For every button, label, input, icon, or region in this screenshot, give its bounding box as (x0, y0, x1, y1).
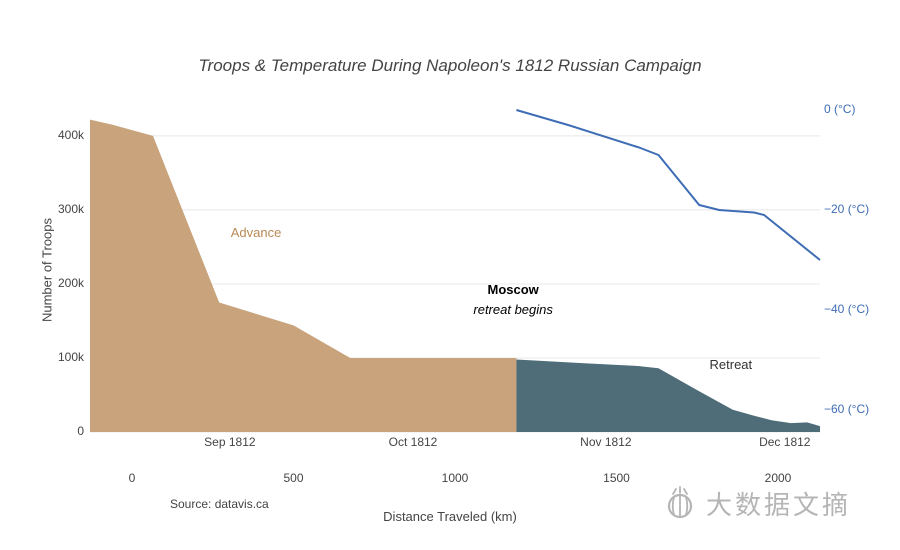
date-tick-label: Sep 1812 (204, 435, 256, 449)
troops-tick-label: 200k (57, 275, 84, 290)
temp-tick-label: −20 (°C) (824, 202, 870, 216)
distance-tick-label: 500 (283, 471, 304, 485)
temp-tick-label: 0 (°C) (824, 102, 856, 116)
troops-tick-label: 400k (57, 127, 84, 142)
troops-tick-label: 100k (57, 349, 84, 364)
date-tick-label: Nov 1812 (580, 435, 632, 449)
area-retreat (516, 359, 820, 432)
temp-tick-label: −60 (°C) (824, 402, 870, 416)
distance-tick-label: 1500 (603, 471, 630, 485)
date-tick-label: Dec 1812 (759, 435, 811, 449)
annotation-moscow: Moscow (487, 282, 539, 298)
annotation-retreat: Retreat (709, 357, 753, 373)
annotation-retreat-begins: retreat begins (473, 301, 553, 317)
watermark: 大数据文摘 (660, 483, 851, 523)
distance-tick-label: 1000 (441, 471, 469, 485)
source-annotation: Source: datavis.ca (170, 497, 269, 511)
annotation-advance: Advance (230, 225, 282, 241)
temp-tick-label: −40 (°C) (824, 302, 870, 316)
date-tick-label: Oct 1812 (388, 435, 438, 449)
distance-tick-label: 2000 (764, 471, 792, 485)
troops-tick-label: 300k (57, 201, 84, 216)
distance-tick-label: 0 (128, 471, 136, 485)
x-axis-title: Distance Traveled (km) (383, 509, 517, 524)
bee-logo-icon (667, 486, 693, 519)
troops-tick-label: 0 (77, 424, 84, 438)
line-temperature (516, 109, 821, 261)
area-advance (90, 119, 517, 432)
watermark-text: 大数据文摘 (706, 489, 852, 520)
chart-title: Troops & Temperature During Napoleon's 1… (198, 56, 702, 75)
